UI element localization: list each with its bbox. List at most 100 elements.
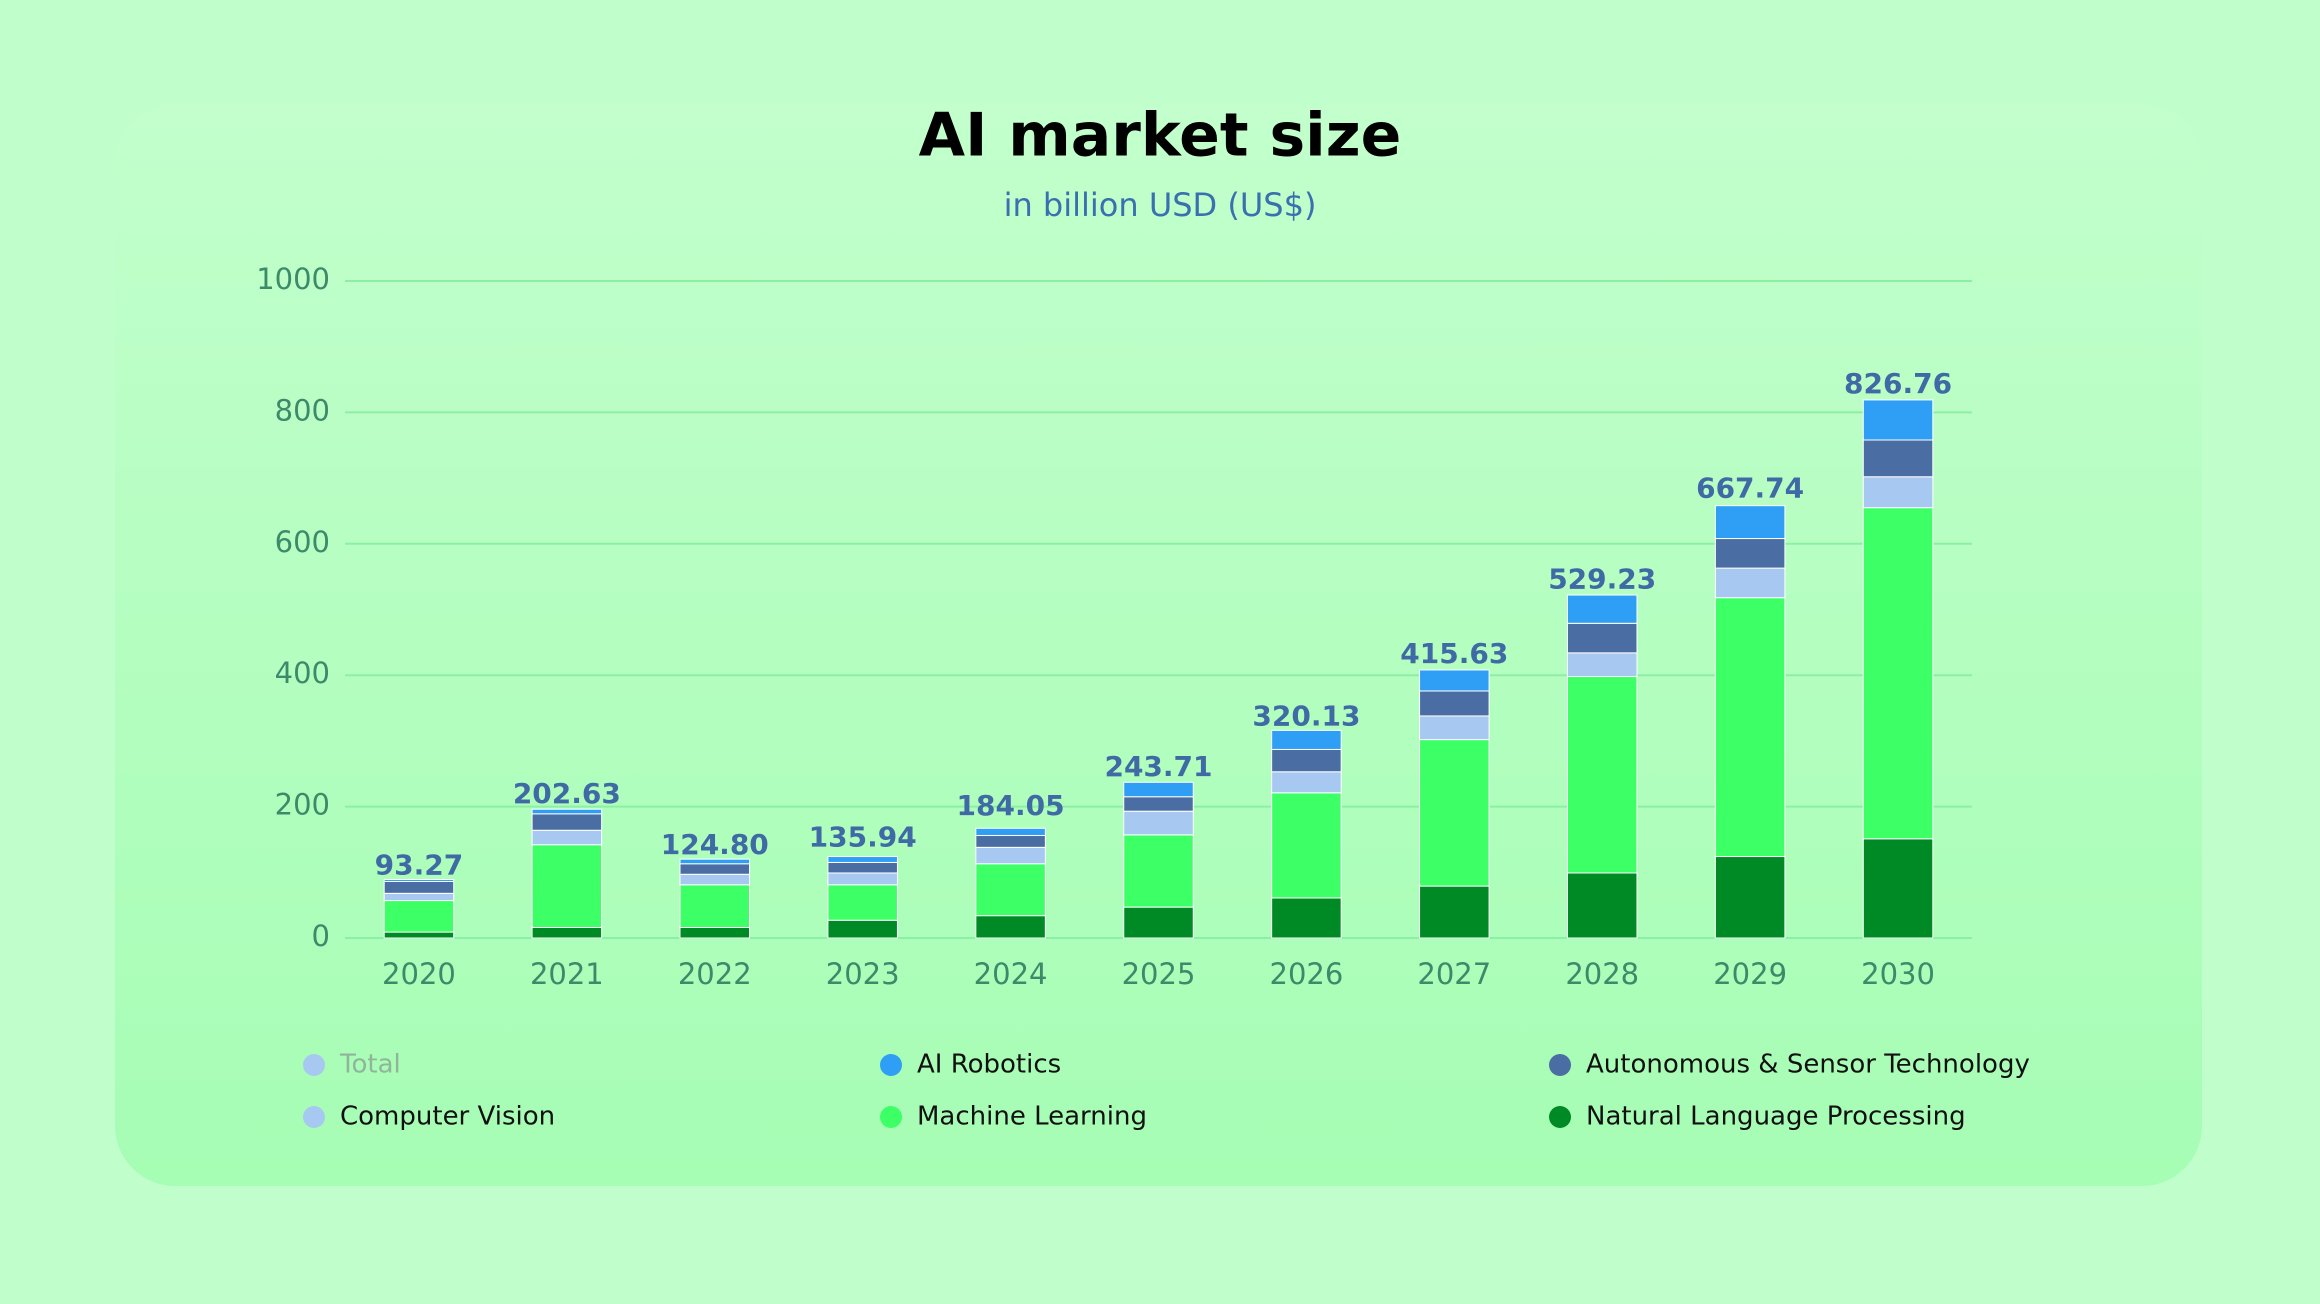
legend-label: Autonomous & Sensor Technology xyxy=(1586,1050,2030,1080)
bar-segment xyxy=(1714,538,1786,569)
bar-segment xyxy=(383,880,455,894)
bar-segment xyxy=(1566,872,1638,939)
legend-swatch xyxy=(880,1106,902,1128)
total-label: 529.23 xyxy=(1548,562,1656,595)
bar-segment xyxy=(1123,906,1194,939)
bar-segment xyxy=(1271,771,1342,794)
total-label: 320.13 xyxy=(1252,700,1360,733)
bar-segment xyxy=(531,829,603,846)
bar-segment xyxy=(1271,729,1342,750)
total-label: 135.94 xyxy=(809,821,917,854)
bar-segment xyxy=(827,861,898,874)
x-tick-label: 2030 xyxy=(1861,957,1935,991)
bar-segment xyxy=(383,900,455,933)
bar-segment xyxy=(975,863,1046,917)
total-label: 826.76 xyxy=(1844,367,1952,400)
total-label: 202.63 xyxy=(513,777,621,810)
y-tick-label: 1000 xyxy=(256,262,330,296)
legend-label: Computer Vision xyxy=(340,1102,555,1132)
legend-label: Machine Learning xyxy=(917,1102,1147,1132)
bar-segment xyxy=(1714,856,1786,939)
bar-segment xyxy=(679,926,751,939)
bar-segment xyxy=(679,863,751,875)
x-tick-label: 2024 xyxy=(974,957,1048,991)
total-label: 124.80 xyxy=(661,828,769,861)
bar-segment xyxy=(827,919,898,939)
x-tick-label: 2025 xyxy=(1122,957,1196,991)
bar-segment xyxy=(975,846,1046,865)
legend-swatch xyxy=(1549,1106,1571,1128)
x-tick-label: 2023 xyxy=(826,957,900,991)
bar-segment xyxy=(1123,834,1194,908)
bar-segment xyxy=(1123,810,1194,836)
bar-segment xyxy=(1862,439,1934,478)
bar-segment xyxy=(531,813,603,831)
bar-segment xyxy=(1862,476,1934,509)
bar-segment xyxy=(383,892,455,902)
bar-segment xyxy=(827,872,898,886)
bar-segment xyxy=(1566,594,1638,624)
bar-segment xyxy=(1123,796,1194,812)
legend-swatch xyxy=(880,1054,902,1076)
bar-segment xyxy=(1123,781,1194,798)
x-tick-label: 2021 xyxy=(530,957,604,991)
bar-segment xyxy=(1862,507,1934,840)
x-tick-label: 2020 xyxy=(382,957,456,991)
bar-segment xyxy=(827,856,898,863)
bar-segment xyxy=(383,879,455,882)
chart-title: AI market size xyxy=(919,101,1402,171)
card xyxy=(115,104,2202,1186)
bar-segment xyxy=(1271,792,1342,899)
legend-label: Total xyxy=(339,1050,401,1080)
bar-segment xyxy=(1566,676,1638,874)
legend-swatch xyxy=(303,1106,325,1128)
bar-segment xyxy=(827,884,898,921)
bar-segment xyxy=(975,835,1046,848)
legend-label: Natural Language Processing xyxy=(1586,1102,1966,1132)
bar-segment xyxy=(1566,652,1638,678)
bar-segment xyxy=(1714,505,1786,540)
bar-segment xyxy=(975,915,1046,939)
bar-segment xyxy=(1271,748,1342,773)
y-tick-label: 0 xyxy=(312,919,330,953)
y-tick-label: 200 xyxy=(275,788,330,822)
bar-segment xyxy=(1419,715,1490,741)
legend-label: AI Robotics xyxy=(917,1050,1061,1080)
bar-segment xyxy=(1271,897,1342,939)
bar-segment xyxy=(1862,399,1934,441)
bar-segment xyxy=(531,844,603,928)
x-tick-label: 2022 xyxy=(678,957,752,991)
chart-subtitle: in billion USD (US$) xyxy=(1004,186,1317,224)
y-tick-label: 400 xyxy=(275,656,330,690)
bar-segment xyxy=(1419,739,1490,887)
bar-segment xyxy=(679,873,751,886)
bar-segment xyxy=(1566,622,1638,654)
legend-swatch xyxy=(1549,1054,1571,1076)
bar-segment xyxy=(679,884,751,928)
x-tick-label: 2028 xyxy=(1565,957,1639,991)
legend-swatch xyxy=(303,1054,325,1076)
x-tick-label: 2029 xyxy=(1713,957,1787,991)
bar-segment xyxy=(1419,885,1490,939)
bar-segment xyxy=(679,858,751,865)
bar-segment xyxy=(383,931,455,939)
total-label: 415.63 xyxy=(1400,637,1508,670)
x-tick-label: 2026 xyxy=(1270,957,1344,991)
bar-segment xyxy=(1714,597,1786,858)
total-label: 667.74 xyxy=(1696,471,1804,504)
total-label: 184.05 xyxy=(957,789,1065,822)
y-tick-label: 600 xyxy=(275,525,330,559)
total-label: 243.71 xyxy=(1104,750,1212,783)
bar-segment xyxy=(1419,669,1490,692)
x-tick-label: 2027 xyxy=(1417,957,1491,991)
bar-segment xyxy=(1862,838,1934,939)
bar-segment xyxy=(531,808,603,815)
bar-segment xyxy=(975,827,1046,837)
bar-segment xyxy=(1714,567,1786,599)
total-label: 93.27 xyxy=(375,849,464,882)
bar-segment xyxy=(531,926,603,939)
y-tick-label: 800 xyxy=(275,393,330,427)
bar-segment xyxy=(1419,690,1490,717)
